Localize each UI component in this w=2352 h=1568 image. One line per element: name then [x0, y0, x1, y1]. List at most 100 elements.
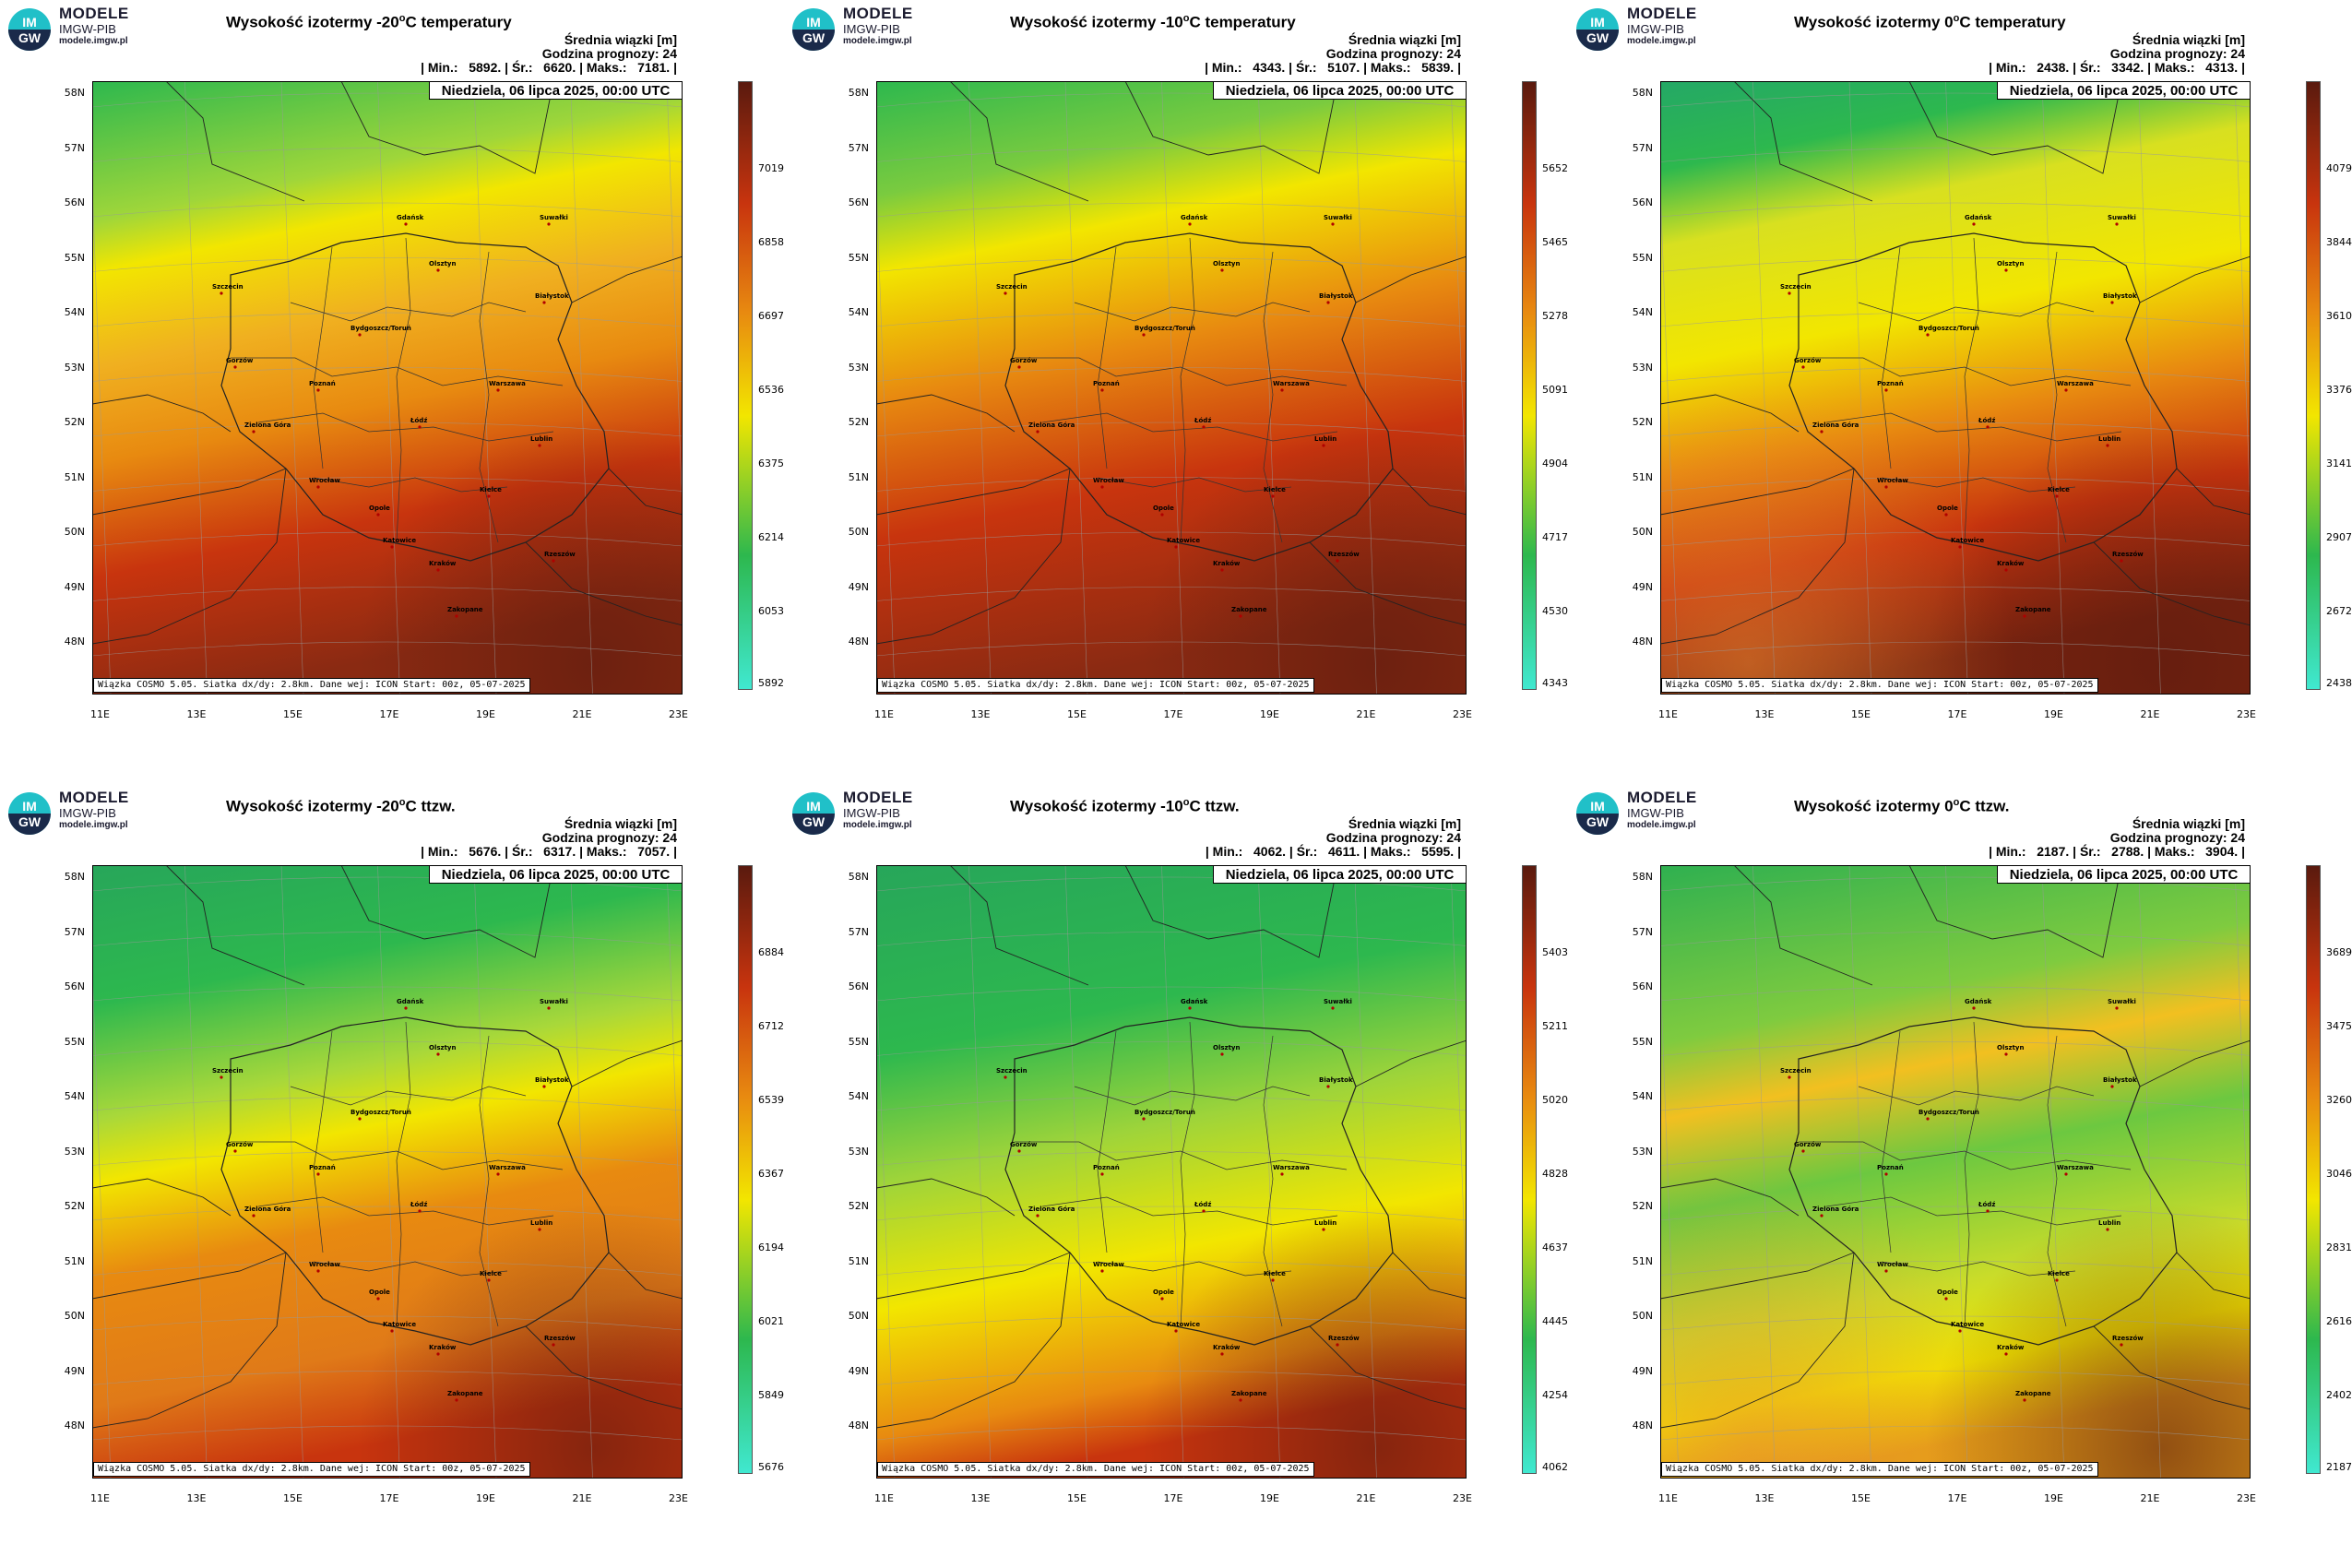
city-marker	[1986, 1209, 1990, 1213]
city-marker	[1331, 222, 1335, 226]
city-marker	[233, 365, 237, 369]
latitude-label: 57N	[64, 141, 85, 154]
latitude-label: 54N	[64, 1090, 85, 1102]
panel-title: Wysokość izotermy -20oC ttzw.	[226, 797, 456, 815]
model-info-footer: Wiązka COSMO 5.05. Siatka dx/dy: 2.8km. …	[1661, 678, 2098, 693]
city-marker	[487, 494, 491, 498]
brand-org: IMGW-PIB	[59, 806, 116, 820]
city-marker	[2110, 1085, 2114, 1088]
latitude-label: 54N	[848, 306, 869, 318]
city-label: Poznań	[1877, 1164, 1904, 1171]
city-label: Opole	[1153, 1289, 1174, 1296]
latitude-label: 52N	[1632, 1200, 1653, 1212]
mean-label: Średnia wiązki [m]	[2132, 32, 2245, 47]
city-marker	[1004, 1075, 1007, 1079]
city-label: Poznań	[1093, 380, 1120, 387]
city-label: Bydgoszcz/Toruń	[1918, 1109, 1979, 1116]
longitude-label: 19E	[2044, 1492, 2063, 1504]
latitude-label: 55N	[64, 251, 85, 264]
isotherm-height-map: Gdańsk Olsztyn Szczecin Białystok Bydgoszcz/…	[92, 81, 683, 695]
city-label: Gorzów	[226, 357, 254, 364]
svg-text:GW: GW	[802, 30, 826, 45]
colorbar-tick-label: 3260	[2326, 1094, 2352, 1106]
longitude-label: 23E	[669, 708, 688, 720]
latitude-label: 50N	[848, 526, 869, 538]
city-marker	[1100, 388, 1104, 392]
city-label: Kraków	[1213, 1344, 1241, 1351]
city-label: Zielona Góra	[1028, 422, 1075, 429]
city-marker	[2004, 1052, 2008, 1056]
colorbar-tick-label: 5676	[758, 1461, 784, 1473]
min-avg-max-stats: | Min.: 2438. | Śr.: 3342. | Maks.: 4313…	[1989, 60, 2245, 75]
city-label: Warszawa	[2057, 380, 2094, 387]
stats-block: Średnia wiązki [m] Godzina prognozy: 24 | …	[1989, 817, 2245, 859]
latitude-label: 50N	[1632, 526, 1653, 538]
latitude-label: 48N	[64, 1420, 85, 1431]
city-marker	[2023, 614, 2026, 618]
city-label: Rzeszów	[2112, 1335, 2144, 1342]
city-label: Poznań	[1877, 380, 1904, 387]
city-label: Gdańsk	[1965, 214, 1992, 221]
city-label: Katowice	[1167, 1321, 1200, 1328]
city-label: Kraków	[1213, 560, 1241, 567]
colorbar-tick-label: 6194	[758, 1241, 784, 1253]
longitude-label: 23E	[2237, 708, 2256, 720]
svg-text:GW: GW	[1586, 814, 1610, 829]
latitude-label: 48N	[1632, 1420, 1653, 1431]
city-marker	[316, 1172, 320, 1176]
mean-label: Średnia wiązki [m]	[2132, 816, 2245, 831]
city-marker	[2004, 268, 2008, 272]
city-label: Kraków	[1997, 1344, 2025, 1351]
city-marker	[1174, 545, 1178, 549]
city-label: Kraków	[429, 560, 457, 567]
city-marker	[1322, 1228, 1325, 1231]
city-marker	[496, 388, 500, 392]
city-label: Zakopane	[447, 606, 483, 613]
city-label: Olsztyn	[1213, 260, 1241, 267]
city-marker	[1142, 333, 1146, 337]
city-label: Gdańsk	[397, 214, 424, 221]
city-marker	[2064, 1172, 2068, 1176]
brand-block: MODELE IMGW-PIB modele.imgw.pl	[843, 6, 913, 47]
longitude-label: 17E	[1163, 708, 1183, 720]
latitude-label: 56N	[848, 980, 869, 992]
city-marker	[404, 222, 408, 226]
city-marker	[1958, 1329, 1962, 1333]
city-marker	[1801, 1149, 1805, 1153]
latitude-label: 49N	[1632, 1364, 1653, 1377]
latitude-label: 53N	[1632, 1145, 1653, 1158]
colorbar-tick-label: 6697	[758, 310, 784, 322]
city-marker	[1220, 568, 1224, 572]
city-label: Szczecin	[212, 283, 244, 291]
city-marker	[1036, 430, 1039, 434]
city-label: Suwałki	[2108, 214, 2136, 221]
city-marker	[376, 513, 380, 517]
colorbar-tick-label: 3376	[2326, 384, 2352, 396]
imgw-logo-icon: IMGW	[792, 792, 835, 835]
colorbar-tick-label: 6884	[758, 946, 784, 958]
latitude-label: 57N	[64, 925, 85, 938]
longitude-label: 13E	[186, 708, 207, 720]
city-marker	[1017, 365, 1021, 369]
city-label: Zakopane	[2015, 1390, 2051, 1397]
valid-time-label: Niedziela, 06 lipca 2025, 00:00 UTC	[429, 81, 683, 100]
city-marker	[2004, 1352, 2008, 1356]
colorbar-tick-label: 4079	[2326, 162, 2352, 174]
mean-label: Średnia wiązki [m]	[1348, 816, 1461, 831]
latitude-label: 50N	[1632, 1310, 1653, 1322]
city-marker	[1884, 1269, 1888, 1273]
city-label: Warszawa	[2057, 1164, 2094, 1171]
brand-block: MODELE IMGW-PIB modele.imgw.pl	[1627, 790, 1697, 831]
forecast-hour-label: Godzina prognozy: 24	[541, 830, 677, 845]
city-label: Zielona Góra	[244, 422, 291, 429]
longitude-label: 15E	[1851, 708, 1871, 720]
latitude-label: 57N	[848, 141, 869, 154]
city-marker	[418, 425, 422, 429]
city-marker	[2115, 1006, 2119, 1010]
city-label: Zielona Góra	[1028, 1206, 1075, 1213]
city-marker	[552, 1343, 555, 1347]
forecast-hour-label: Godzina prognozy: 24	[1325, 46, 1461, 61]
city-marker	[1220, 268, 1224, 272]
svg-text:GW: GW	[802, 814, 826, 829]
city-marker	[1220, 1052, 1224, 1056]
